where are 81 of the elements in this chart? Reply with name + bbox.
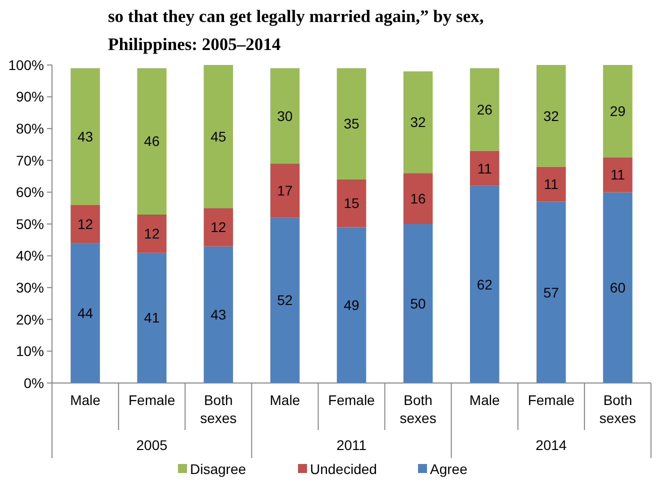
y-tick-label: 90% [16, 88, 44, 105]
bar [403, 224, 433, 383]
bar [204, 246, 234, 383]
text: 2014 [536, 437, 567, 453]
x-tick-label: Both sexes [400, 392, 436, 426]
y-tick-label: 10% [16, 343, 44, 360]
y-tick-label: 60% [16, 184, 44, 200]
bar [204, 65, 234, 208]
legend-label: Disagree [190, 460, 246, 477]
data-label: 15 [344, 195, 360, 212]
data-label: 50 [410, 295, 426, 312]
data-label: 16 [410, 190, 426, 206]
data-label: 60 [610, 280, 626, 296]
data-label: 32 [410, 114, 426, 130]
bar [336, 68, 366, 180]
bar [336, 179, 366, 228]
data-label: 12 [77, 216, 94, 232]
bar [403, 173, 433, 224]
data-label: 43 [210, 306, 226, 323]
bar [70, 243, 100, 383]
bar [403, 71, 433, 174]
data-label: 11 [544, 176, 559, 192]
y-tick-label: 100% [8, 56, 44, 73]
data-label: 11 [610, 166, 626, 183]
x-tick-label: Male [270, 392, 300, 408]
y-tick-label: 20% [16, 311, 44, 328]
bar [137, 214, 166, 253]
bar [536, 65, 566, 167]
x-tick-label: Female [328, 392, 376, 408]
data-label: 43 [77, 128, 94, 144]
bar [137, 68, 166, 214]
data-label: 35 [344, 116, 360, 132]
y-tick-label: 30% [16, 280, 44, 296]
bar [270, 68, 300, 164]
data-label: 62 [476, 276, 493, 292]
bar [603, 65, 632, 158]
x-tick-label: Female [128, 392, 176, 408]
x-tick-label: Female [528, 392, 575, 408]
text: 2011 [336, 437, 367, 453]
bar [470, 68, 500, 151]
legend-label: Undecided [310, 460, 377, 477]
bar [470, 186, 500, 383]
data-label: 57 [543, 284, 560, 300]
y-tick-label: 40% [16, 248, 44, 264]
data-label: 12 [210, 219, 226, 236]
legend-label: Agree [430, 460, 468, 477]
bar [536, 166, 566, 202]
data-label: 29 [610, 103, 626, 120]
chart-title: so that they can get legally married again,” by sex, Philippines: 2005–2014 [108, 6, 484, 54]
bar [70, 68, 100, 205]
bar [603, 192, 632, 383]
data-label: 32 [543, 108, 560, 124]
y-tick-label: 0% [24, 374, 44, 391]
x-tick-label: Male [70, 392, 101, 408]
data-label: 26 [476, 101, 493, 118]
bar [70, 204, 100, 244]
bar [270, 218, 300, 383]
data-label: 11 [477, 160, 492, 176]
data-label: 49 [344, 296, 360, 313]
bar [470, 150, 500, 186]
data-label: 30 [277, 108, 293, 124]
bar [336, 227, 366, 383]
x-tick-label: Both sexes [200, 392, 237, 426]
data-label: 45 [210, 128, 226, 144]
bar [204, 208, 234, 246]
data-label: 12 [144, 225, 160, 242]
bar [536, 202, 566, 383]
x-tick-label: Male [469, 392, 500, 408]
bar [137, 252, 166, 383]
y-tick-label: 70% [16, 152, 44, 168]
data-label: 52 [277, 292, 293, 308]
bar [603, 157, 632, 192]
x-tick-label: Both sexes [599, 392, 636, 426]
data-label: 17 [277, 182, 293, 199]
data-label: 46 [144, 133, 160, 150]
y-tick-label: 50% [16, 216, 44, 232]
y-tick-label: 80% [16, 120, 44, 136]
data-label: 41 [144, 310, 160, 326]
data-label: 44 [77, 304, 94, 321]
text: 2005 [136, 437, 168, 453]
bar [270, 164, 300, 218]
